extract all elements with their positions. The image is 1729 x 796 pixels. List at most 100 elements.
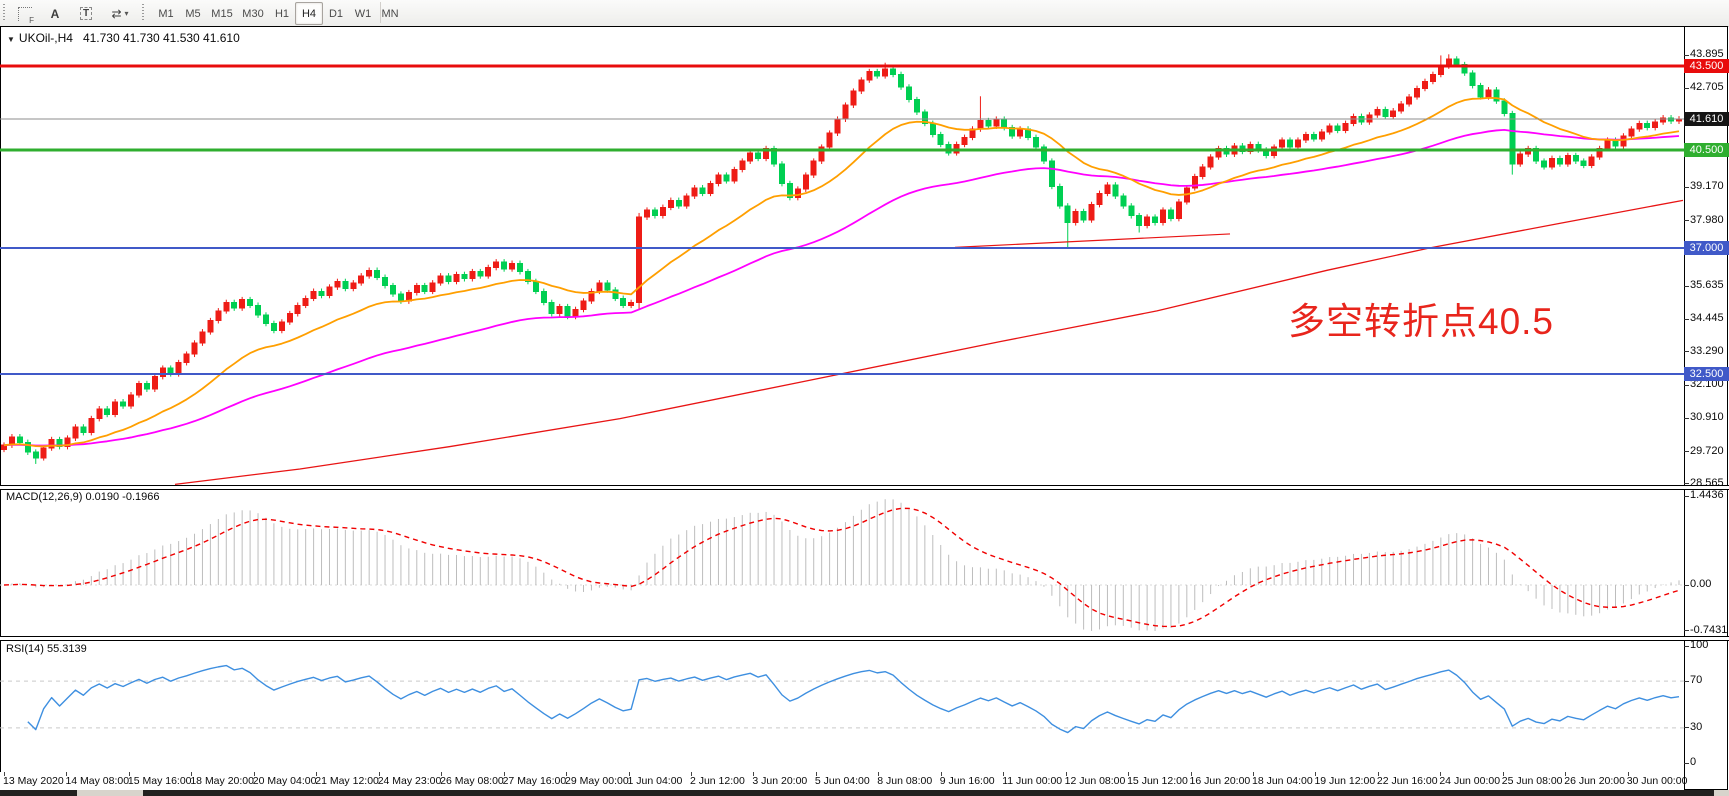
time-axis-tick bbox=[4, 772, 5, 776]
time-axis-tick bbox=[378, 772, 380, 776]
symbol-dropdown-icon[interactable]: ▼ bbox=[7, 35, 15, 44]
price-axis-label: 30.910 bbox=[1690, 411, 1724, 424]
time-axis-label: 14 May 08:00 bbox=[65, 775, 130, 787]
time-axis-tick bbox=[566, 772, 568, 776]
rsi-axis-label: 0 bbox=[1690, 756, 1697, 768]
timeframe-button-h1[interactable]: H1 bbox=[274, 7, 290, 20]
price-axis-tick bbox=[1684, 384, 1689, 386]
price-axis-tick bbox=[1684, 186, 1689, 188]
price-axis-label: 43.895 bbox=[1690, 48, 1724, 60]
time-axis-tick bbox=[878, 772, 880, 776]
time-axis-label: 13 May 2020 bbox=[3, 775, 64, 787]
timeframe-button-mn[interactable]: MN bbox=[381, 7, 399, 20]
macd-panel-canvas[interactable] bbox=[0, 489, 1684, 636]
time-axis-label: 18 Jun 04:00 bbox=[1252, 775, 1313, 787]
time-axis-label: 26 May 08:00 bbox=[440, 775, 504, 787]
time-axis-label: 18 May 20:00 bbox=[190, 775, 254, 787]
time-axis-tick bbox=[1315, 772, 1317, 776]
arrows-tool-button[interactable]: ⇄ ▾ bbox=[102, 2, 138, 25]
time-axis-tick bbox=[1253, 772, 1254, 776]
time-axis-label: 26 Jun 20:00 bbox=[1564, 775, 1625, 787]
time-axis-tick bbox=[628, 772, 630, 776]
price-axis-label: 39.170 bbox=[1690, 180, 1724, 193]
toolbar-grip-icon[interactable] bbox=[142, 4, 147, 22]
panel-separator[interactable] bbox=[0, 485, 1729, 490]
price-axis-tick bbox=[1684, 351, 1689, 353]
time-axis-label: 29 May 00:00 bbox=[565, 775, 629, 787]
price-badge-43.500: 43.500 bbox=[1684, 59, 1729, 74]
time-axis-label: 21 May 12:00 bbox=[315, 775, 379, 787]
timeframe-button-m5[interactable]: M5 bbox=[185, 7, 201, 20]
time-axis-label: 19 Jun 12:00 bbox=[1314, 775, 1376, 787]
time-axis-label: 20 May 04:00 bbox=[252, 775, 317, 787]
time-axis-label: 15 May 16:00 bbox=[127, 775, 192, 787]
rsi-axis-label: 100 bbox=[1690, 639, 1709, 651]
rsi-panel-canvas[interactable] bbox=[0, 640, 1684, 772]
rsi-axis-tick bbox=[1684, 727, 1689, 729]
time-axis-label: 2 Jun 12:00 bbox=[689, 775, 745, 787]
price-axis-label: 34.445 bbox=[1690, 312, 1724, 325]
timeframe-button-h4[interactable]: H4 bbox=[295, 2, 323, 25]
rsi-axis-label: 70 bbox=[1690, 674, 1703, 687]
time-axis-label: 24 May 23:00 bbox=[377, 775, 442, 787]
time-axis[interactable]: 13 May 2020 14 May 08:00 15 May 16:00 18 Ma… bbox=[0, 772, 1687, 790]
time-axis-label: 27 May 16:00 bbox=[502, 775, 567, 787]
chart-annotation-text: 多空转折点40.5 bbox=[1288, 301, 1555, 342]
price-badge-41.610: 41.610 bbox=[1684, 111, 1729, 126]
price-axis-label: 37.980 bbox=[1690, 213, 1724, 226]
text-label-button[interactable]: A bbox=[42, 2, 68, 25]
price-badge-37.000: 37.000 bbox=[1684, 240, 1729, 255]
price-axis-tick bbox=[1684, 220, 1689, 221]
crosshair-grid-icon[interactable]: F bbox=[12, 2, 38, 25]
price-axis-label: 33.290 bbox=[1690, 344, 1724, 357]
macd-values: 0.0190 -0.1966 bbox=[85, 491, 160, 503]
toolbar-separator bbox=[380, 2, 381, 23]
time-axis-tick bbox=[441, 772, 443, 776]
time-axis-tick bbox=[128, 772, 130, 776]
time-axis-label: 24 Jun 00:00 bbox=[1439, 775, 1501, 787]
rsi-value: 55.3139 bbox=[46, 643, 87, 655]
timeframe-button-w1[interactable]: W1 bbox=[354, 7, 372, 20]
timeframe-button-m30[interactable]: M30 bbox=[242, 7, 264, 20]
rsi-axis-tick bbox=[1684, 762, 1689, 764]
time-axis-label: 3 Jun 20:00 bbox=[752, 775, 808, 787]
time-axis-label: 8 Jun 08:00 bbox=[877, 775, 933, 787]
price-axis-tick bbox=[1684, 87, 1689, 89]
price-badge-32.500: 32.500 bbox=[1684, 366, 1729, 381]
grid-f-icon: F bbox=[18, 6, 34, 25]
price-chart-canvas[interactable] bbox=[0, 27, 1684, 486]
bottom-edge-highlight bbox=[1714, 790, 1729, 796]
time-axis-tick bbox=[503, 772, 505, 776]
price-axis-label: 32.100 bbox=[1690, 378, 1724, 391]
time-axis-tick bbox=[753, 772, 755, 776]
price-axis-label: 35.635 bbox=[1690, 279, 1724, 292]
rsi-axis-label: 30 bbox=[1690, 720, 1703, 733]
panel-separator[interactable] bbox=[0, 636, 1729, 641]
time-axis-label: 12 Jun 08:00 bbox=[1064, 775, 1126, 787]
chart-title: ▼ UKOil-,H4 41.730 41.730 41.530 41.610 bbox=[7, 31, 240, 45]
bottom-edge-highlight bbox=[77, 790, 143, 796]
timeframe-button-m1[interactable]: M1 bbox=[158, 7, 174, 20]
price-axis-tick bbox=[1684, 318, 1689, 320]
timeframe-button-d1[interactable]: D1 bbox=[328, 7, 344, 20]
boxed-t-icon: T bbox=[79, 7, 93, 20]
time-axis-tick bbox=[66, 772, 68, 776]
time-axis-tick bbox=[1502, 772, 1504, 776]
price-axis-divider bbox=[1684, 26, 1685, 790]
timeframe-button-m15[interactable]: M15 bbox=[211, 7, 233, 20]
time-axis-label: 5 Jun 04:00 bbox=[814, 775, 870, 787]
time-axis-label: 16 Jun 20:00 bbox=[1189, 775, 1251, 787]
price-axis-tick bbox=[1684, 54, 1689, 56]
macd-axis-label: 1.4436 bbox=[1690, 489, 1724, 502]
time-axis-tick bbox=[316, 772, 318, 776]
time-axis-tick bbox=[940, 772, 942, 776]
price-axis-tick bbox=[1684, 285, 1689, 287]
text-box-button[interactable]: T bbox=[72, 2, 100, 25]
time-axis-tick bbox=[1190, 772, 1192, 776]
price-axis-tick bbox=[1684, 451, 1689, 453]
toolbar-grip-icon[interactable] bbox=[3, 4, 8, 22]
time-axis-tick bbox=[253, 772, 255, 776]
macd-axis-tick bbox=[1684, 630, 1689, 632]
price-axis-tick bbox=[1684, 417, 1689, 419]
chevron-down-icon[interactable]: ▾ bbox=[124, 9, 129, 18]
